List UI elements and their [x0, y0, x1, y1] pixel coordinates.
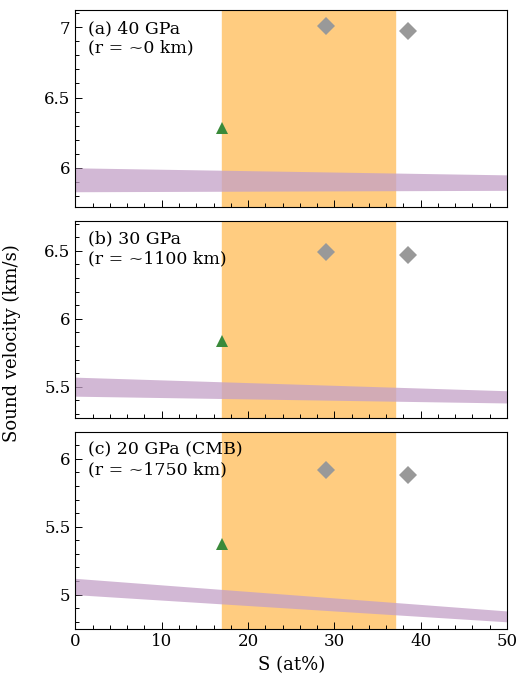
- Bar: [222, 221, 395, 418]
- Text: Sound velocity (km/s): Sound velocity (km/s): [2, 245, 21, 442]
- Text: (c) 20 GPa (CMB)
(r = ~1750 km): (c) 20 GPa (CMB) (r = ~1750 km): [88, 442, 243, 478]
- Bar: [222, 431, 395, 629]
- X-axis label: S (at%): S (at%): [257, 656, 325, 674]
- Text: (a) 40 GPa
(r = ~0 km): (a) 40 GPa (r = ~0 km): [88, 20, 194, 57]
- Text: (b) 30 GPa
(r = ~1100 km): (b) 30 GPa (r = ~1100 km): [88, 231, 227, 267]
- Bar: [222, 10, 395, 207]
